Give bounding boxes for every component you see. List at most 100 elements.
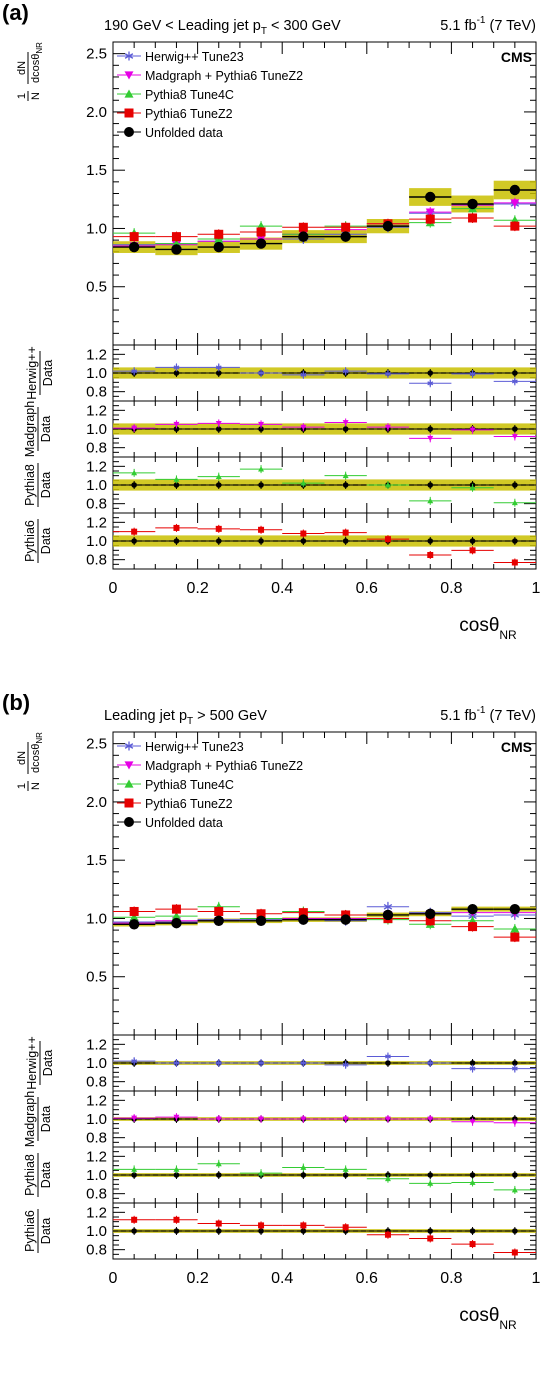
ratio-data-point bbox=[215, 538, 222, 544]
ratio-point bbox=[131, 1166, 138, 1172]
legend-entry: Unfolded data bbox=[145, 816, 223, 830]
energy-text: (7 TeV) bbox=[485, 18, 536, 34]
ratio-point bbox=[300, 1116, 307, 1122]
ratio-point bbox=[258, 1170, 265, 1176]
ratio-point bbox=[300, 480, 307, 486]
experiment-label: CMS bbox=[501, 49, 532, 65]
ratio-data-point bbox=[173, 1172, 180, 1178]
ratio-data-point bbox=[427, 1228, 434, 1234]
ratio-data-point bbox=[512, 482, 518, 488]
panel-label: (b) bbox=[2, 690, 30, 715]
ratio-data-point bbox=[215, 482, 222, 488]
ratio-point bbox=[173, 1114, 180, 1121]
ratio-data-point bbox=[131, 1172, 137, 1178]
ratio-y-tick-label: 1.2 bbox=[86, 1092, 107, 1109]
ratio-data-point bbox=[215, 1228, 222, 1234]
ratio-data-point bbox=[512, 1228, 518, 1234]
ratio-label-bottom: Data bbox=[39, 1106, 53, 1132]
ratio-label-top: Madgraph bbox=[23, 401, 37, 457]
y-tick-label: 2.5 bbox=[86, 736, 107, 753]
legend-marker bbox=[124, 108, 134, 118]
ratio-point bbox=[215, 525, 222, 532]
data-point bbox=[298, 908, 308, 918]
ratio-data-point bbox=[173, 538, 180, 544]
data-point bbox=[467, 903, 478, 915]
ratio-y-tick-label: 1.0 bbox=[86, 1055, 107, 1072]
ratio-point bbox=[342, 420, 349, 426]
ratio-point bbox=[215, 1160, 222, 1167]
data-point bbox=[171, 911, 181, 920]
y-label-N: N bbox=[30, 92, 42, 100]
ratio-data-point bbox=[173, 482, 180, 488]
ratio-label-bottom: Data bbox=[41, 360, 55, 386]
star-stroke bbox=[124, 743, 134, 749]
y-label-dcos: dcosθNR bbox=[30, 732, 44, 773]
lumi-text: 5.1 fb-1 (7 TeV) bbox=[440, 15, 536, 34]
data-point bbox=[298, 231, 309, 242]
data-point bbox=[467, 198, 478, 210]
ratio-point bbox=[511, 1120, 518, 1126]
data-point bbox=[341, 222, 351, 232]
ratio-data-point bbox=[342, 426, 349, 432]
ratio-data-point bbox=[427, 426, 434, 432]
ratio-point bbox=[427, 1060, 434, 1066]
star-stroke bbox=[469, 1066, 476, 1071]
ratio-y-tick-label: 1.0 bbox=[86, 365, 107, 382]
star-stroke bbox=[258, 1060, 264, 1066]
ratio-y-tick-label: 1.0 bbox=[86, 1167, 107, 1184]
ratio-y-tick-label: 1.2 bbox=[86, 346, 107, 363]
ratio-point bbox=[511, 499, 518, 506]
ratio-point bbox=[469, 484, 476, 491]
ratio-point bbox=[469, 547, 476, 554]
ratio-point bbox=[427, 1235, 434, 1242]
star-stroke bbox=[427, 1060, 434, 1066]
ratio-point bbox=[215, 1116, 222, 1122]
x-tick-label: 0.2 bbox=[186, 1270, 208, 1287]
ratio-data-point bbox=[512, 426, 518, 432]
figure-b: (b) Leading jet pT > 500 GeV 5.1 fb-1 (7 T… bbox=[2, 690, 541, 1332]
x-tick-label: 0 bbox=[109, 580, 118, 597]
ratio-point bbox=[300, 371, 307, 378]
legend: Herwig++ Tune23 Madgraph + Pythia6 TuneZ2… bbox=[117, 740, 303, 830]
ratio-y-tick-label: 1.2 bbox=[86, 1036, 107, 1053]
ratio-data-point bbox=[385, 1060, 391, 1066]
legend-entry: Pythia6 TuneZ2 bbox=[145, 797, 233, 811]
ratio-point bbox=[131, 1058, 138, 1065]
ratio-point bbox=[469, 1119, 476, 1125]
star-stroke bbox=[215, 365, 222, 370]
ratio-point bbox=[215, 1060, 222, 1066]
ratio-panel-madgraph: 0.8 1.0 1.2 Madgraph Data bbox=[23, 1090, 537, 1148]
x-tick-label: 0.2 bbox=[186, 580, 208, 597]
condition-text: Leading jet pT > 500 GeV bbox=[104, 708, 267, 727]
ratio-label-top: Herwig++ bbox=[25, 346, 39, 400]
ratio-y-tick-label: 1.0 bbox=[86, 533, 107, 550]
data-point bbox=[425, 214, 435, 224]
data-point bbox=[509, 184, 521, 196]
ratio-point bbox=[342, 1061, 349, 1068]
x-tick-label: 0 bbox=[109, 1270, 118, 1287]
ratio-data-point bbox=[215, 426, 222, 432]
data-point bbox=[382, 909, 394, 921]
data-point bbox=[214, 906, 224, 916]
legend-entry: Madgraph + Pythia6 TuneZ2 bbox=[145, 759, 303, 773]
ratio-y-label: Madgraph Data bbox=[23, 1091, 53, 1147]
condition-tail: > 500 GeV bbox=[193, 708, 267, 724]
ratio-point bbox=[384, 482, 391, 488]
y-tick-label: 2.0 bbox=[86, 104, 107, 121]
figure-a: (a) 190 GeV < Leading jet pT < 300 GeV 5.1… bbox=[2, 0, 541, 642]
ratio-y-tick-label: 1.0 bbox=[86, 421, 107, 438]
ratio-data-point bbox=[427, 538, 434, 544]
star-stroke bbox=[385, 1054, 391, 1059]
legend-marker bbox=[124, 741, 134, 751]
series-unfolded-data bbox=[113, 903, 536, 930]
data-point bbox=[129, 232, 139, 242]
ratio-data-point bbox=[215, 1172, 222, 1178]
y-tick-label: 2.0 bbox=[86, 794, 107, 811]
star-stroke bbox=[124, 53, 134, 59]
data-point bbox=[171, 232, 181, 242]
ratio-y-tick-label: 0.8 bbox=[86, 440, 107, 457]
ratio-point bbox=[131, 1216, 138, 1223]
ratio-point bbox=[384, 424, 391, 431]
data-point bbox=[468, 213, 478, 223]
data-point bbox=[510, 924, 520, 933]
